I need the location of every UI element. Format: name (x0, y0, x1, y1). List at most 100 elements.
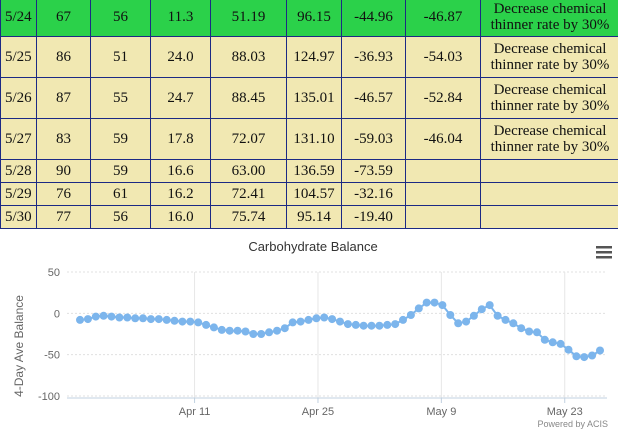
value-cell: 59 (90, 159, 151, 183)
data-point[interactable] (454, 319, 463, 328)
value-cell: 88.03 (210, 36, 287, 78)
data-point[interactable] (115, 313, 124, 322)
credits[interactable]: Powered by ACIS (537, 419, 608, 429)
value-cell: 55 (90, 77, 151, 119)
data-point[interactable] (249, 330, 258, 338)
data-point[interactable] (462, 317, 471, 326)
data-point[interactable] (154, 315, 163, 324)
data-point[interactable] (265, 328, 274, 337)
data-point[interactable] (406, 311, 415, 319)
data-point[interactable] (438, 301, 447, 310)
data-point[interactable] (202, 320, 211, 329)
value-cell: 135.01 (286, 77, 342, 119)
data-point[interactable] (241, 327, 250, 336)
data-point[interactable] (501, 315, 510, 324)
data-point[interactable] (336, 317, 344, 326)
data-point[interactable] (540, 335, 549, 344)
x-tick-label: Apr 11 (179, 406, 211, 418)
data-point[interactable] (217, 325, 226, 334)
date-cell: 5/26 (0, 77, 37, 119)
value-cell: 61 (90, 182, 151, 206)
data-point[interactable] (312, 314, 321, 323)
data-point[interactable] (399, 315, 407, 324)
data-point[interactable] (83, 315, 92, 324)
value-cell: 51.19 (210, 0, 287, 37)
data-point[interactable] (123, 313, 132, 322)
data-point[interactable] (351, 320, 360, 329)
data-point[interactable] (525, 327, 534, 336)
data-point[interactable] (580, 353, 589, 362)
data-point[interactable] (430, 298, 439, 307)
data-point[interactable] (564, 345, 573, 354)
data-point[interactable] (343, 320, 352, 329)
grid-lines (67, 271, 607, 398)
data-point[interactable] (194, 318, 203, 327)
data-point[interactable] (588, 351, 597, 360)
data-point[interactable] (257, 330, 266, 338)
data-point[interactable] (107, 312, 116, 321)
date-cell: 5/25 (0, 36, 37, 78)
data-point[interactable] (469, 311, 478, 320)
data-point[interactable] (548, 338, 557, 347)
data-point[interactable] (186, 317, 195, 326)
data-point[interactable] (296, 317, 305, 326)
data-point[interactable] (233, 326, 242, 335)
data-point[interactable] (493, 311, 502, 320)
data-point[interactable] (139, 314, 147, 323)
data-point[interactable] (328, 315, 337, 324)
data-point[interactable] (517, 324, 526, 333)
value-cell: 104.57 (286, 182, 342, 206)
data-point[interactable] (225, 326, 234, 335)
value-cell: 24.0 (150, 36, 211, 78)
recommendation-cell: Decrease chemical thinner rate by 30% (480, 0, 618, 37)
data-point[interactable] (178, 317, 187, 326)
data-point[interactable] (477, 305, 486, 314)
data-point[interactable] (556, 339, 565, 348)
y-axis-label: 4-Day Ave Balance (12, 295, 26, 397)
value-cell (405, 159, 481, 183)
data-point[interactable] (596, 346, 604, 355)
data-point[interactable] (359, 321, 368, 330)
recommendation-cell (480, 205, 618, 229)
data-point[interactable] (131, 314, 140, 323)
menu-button[interactable] (596, 246, 612, 259)
data-point[interactable] (375, 321, 384, 330)
data-point[interactable] (304, 315, 313, 324)
data-point[interactable] (146, 315, 155, 324)
data-point[interactable] (533, 328, 541, 337)
value-cell: 75.74 (210, 205, 287, 229)
data-point[interactable] (170, 316, 179, 325)
data-point[interactable] (91, 312, 100, 321)
value-cell: 86 (36, 36, 91, 78)
value-cell: 24.7 (150, 77, 211, 119)
hamburger-menu-icon[interactable] (596, 246, 612, 249)
data-point[interactable] (288, 318, 297, 327)
data-point[interactable] (383, 320, 392, 329)
data-point[interactable] (273, 326, 281, 335)
value-cell: 16.6 (150, 159, 211, 183)
data-point[interactable] (76, 315, 84, 324)
value-cell (405, 182, 481, 206)
value-cell: 131.10 (286, 118, 342, 160)
data-point[interactable] (485, 301, 494, 310)
data-point[interactable] (367, 321, 376, 330)
data-point[interactable] (320, 313, 329, 322)
data-point[interactable] (280, 324, 289, 333)
data-point[interactable] (414, 304, 423, 313)
data-point[interactable] (391, 320, 400, 329)
x-tick-label: May 23 (547, 406, 583, 418)
value-cell: -46.04 (405, 118, 481, 160)
data-point[interactable] (446, 311, 455, 319)
date-cell: 5/27 (0, 118, 37, 160)
data-point[interactable] (422, 298, 431, 307)
y-tick-label: 0 (54, 308, 60, 320)
value-cell: 76 (36, 182, 91, 206)
data-point[interactable] (572, 352, 581, 361)
data-point[interactable] (99, 311, 108, 320)
data-point[interactable] (509, 319, 518, 328)
data-point[interactable] (162, 315, 171, 324)
data-point[interactable] (209, 323, 218, 332)
carbohydrate-balance-chart: Carbohydrate Balance 4-Day Ave Balance -… (0, 232, 618, 435)
value-cell: -44.96 (341, 0, 406, 37)
recommendation-cell: Decrease chemical thinner rate by 30% (480, 118, 618, 160)
